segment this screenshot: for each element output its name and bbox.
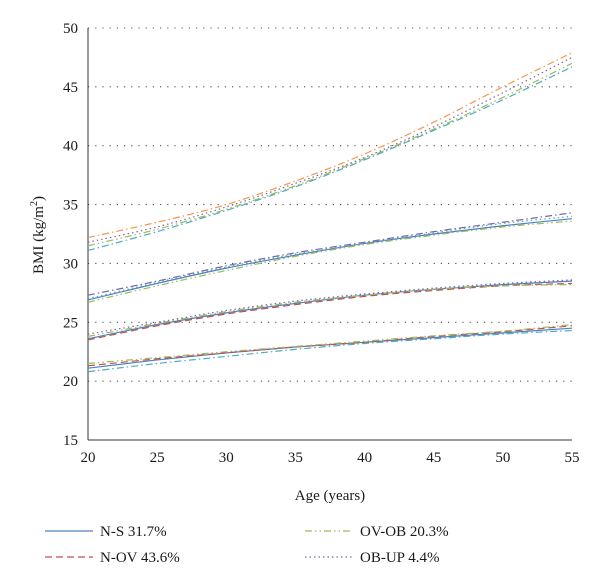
y-tick-label-30: 30 (63, 256, 78, 272)
y-axis-label-close: ) (31, 196, 47, 201)
x-tick-label-45: 45 (426, 450, 441, 466)
series-line-6 (87, 282, 573, 341)
legend-label-4: OB-UP 4.4% (360, 550, 439, 566)
x-tick-label-35: 35 (288, 450, 303, 466)
series-line-4 (87, 329, 573, 373)
series-lines (87, 52, 573, 373)
x-axis-label: Age (years) (295, 488, 365, 504)
series-line-13 (87, 52, 573, 239)
series-line-16 (87, 62, 573, 247)
legend-label-2: OV-OB 20.3% (360, 524, 449, 540)
x-tick-label-30: 30 (219, 450, 234, 466)
legend-label-3: N-OV 43.6% (100, 550, 180, 566)
series-line-5 (87, 280, 573, 340)
gridlines (88, 27, 572, 382)
y-tick-label-40: 40 (63, 139, 78, 155)
series-line-9 (87, 218, 573, 301)
y-tick-label-25: 25 (63, 315, 78, 331)
y-tick-labels: 15 20 25 30 35 40 45 50 (63, 21, 78, 449)
series-line-7 (87, 284, 573, 337)
x-tick-label-40: 40 (357, 450, 372, 466)
legend-label-1: N-S 31.7% (100, 524, 167, 540)
y-tick-label-35: 35 (63, 198, 78, 214)
legend: N-S 31.7% OV-OB 20.3% N-OV 43.6% OB-UP 4.4% (45, 524, 449, 566)
legend-item-1: N-S 31.7% (45, 524, 167, 540)
legend-item-2: OV-OB 20.3% (305, 524, 449, 540)
series-line-15 (87, 66, 573, 252)
series-line-10 (87, 220, 573, 303)
x-tick-label-20: 20 (81, 450, 96, 466)
x-tick-label-25: 25 (150, 450, 165, 466)
x-tick-label-50: 50 (495, 450, 510, 466)
y-tick-label-20: 20 (63, 374, 78, 390)
x-tick-label-55: 55 (565, 450, 580, 466)
series-line-14 (87, 56, 573, 243)
y-axis-label-superscript: 2 (29, 201, 40, 206)
x-tick-labels: 20 25 30 35 40 45 50 55 (81, 450, 580, 466)
axes (87, 28, 572, 441)
series-line-3 (87, 324, 573, 365)
y-tick-label-50: 50 (63, 21, 78, 37)
series-line-12 (87, 215, 573, 300)
series-line-8 (87, 279, 573, 335)
y-tick-label-45: 45 (63, 80, 78, 96)
legend-item-3: N-OV 43.6% (45, 550, 180, 566)
legend-item-4: OB-UP 4.4% (305, 550, 439, 566)
series-line-1 (87, 327, 573, 369)
y-axis-label-main: BMI (kg/m (31, 206, 47, 274)
y-tick-label-15: 15 (63, 433, 78, 449)
series-line-11 (87, 212, 573, 296)
y-axis-label: BMI (kg/m2) (29, 196, 47, 274)
